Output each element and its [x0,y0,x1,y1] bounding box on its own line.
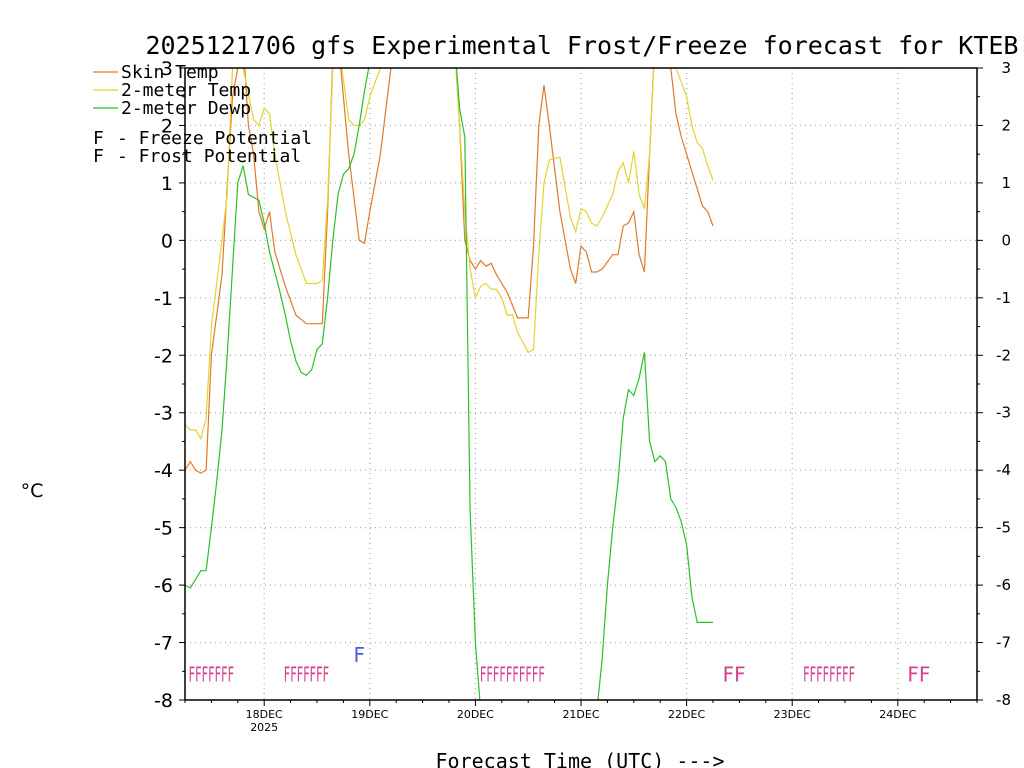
legend-freeze-label: - Freeze Potential [117,128,312,149]
y-tick-label: -3 [154,403,173,425]
freeze-flag: FFFFFFFFFF [480,662,545,686]
y-tick-label: 0 [161,230,173,252]
y-tick-label: 2 [161,115,173,137]
frost-flag: F [353,643,365,667]
y-tick-label-right: 0 [1001,231,1011,249]
series-lines [185,68,714,700]
axes: -8 -8 -7 -7 -6 -6 -5 -5 -4 -4 -3 -3 -2 -2 -1 -1 0 0 1 1 2 2 3 3… [154,58,1011,734]
y-tick-label: -8 [154,690,173,712]
freeze-flag: FFFFFFF [284,662,330,686]
y-tick-label: -4 [154,460,173,482]
y-tick-label-right: -2 [996,346,1011,364]
x-axis-label: Forecast Time (UTC) ---> [436,749,725,768]
y-tick-label-right: 3 [1001,59,1011,77]
series-line-2-meter-dewp [185,68,713,700]
y-tick-label-right: -8 [996,691,1011,709]
legend-frost-symbol: F [93,146,104,167]
y-tick-label-right: 1 [1001,174,1011,192]
grid-lines [185,68,977,700]
legend-label: 2-meter Temp [121,80,251,101]
y-tick-label-right: -7 [996,634,1011,652]
y-tick-label: 3 [161,58,173,80]
y-tick-label-right: -3 [996,404,1011,422]
y-tick-label-right: -1 [996,289,1011,307]
x-tick-label: 22DEC [668,708,705,721]
x-tick-sublabel: 2025 [250,721,278,734]
y-tick-label: -1 [154,288,173,310]
y-axis-label: °C [21,480,44,502]
x-tick-label: 21DEC [562,708,599,721]
y-tick-label-right: 2 [1001,116,1011,134]
freeze-flag: FF [907,662,930,686]
legend-frost-label: - Frost Potential [117,146,301,167]
y-tick-label: -2 [154,345,173,367]
y-tick-label-right: -6 [996,576,1011,594]
plot-frame [184,67,978,701]
freeze-flag: FFFFFFFF [803,662,855,686]
chart-title: 2025121706 gfs Experimental Frost/Freeze… [146,31,1019,60]
y-tick-label-right: -5 [996,519,1011,537]
x-tick-label: 23DEC [774,708,811,721]
legend-freeze-symbol: F [93,128,104,149]
y-tick-label: -7 [154,633,173,655]
legend-label: 2-meter Dewp [121,98,251,119]
series-line-skin-temp [185,68,714,474]
x-tick-label: 20DEC [457,708,494,721]
freeze-flag: FFFFFFF [189,662,235,686]
y-tick-label: -6 [154,575,173,597]
x-tick-label: 24DEC [879,708,916,721]
series-line-2-meter-temp [185,68,714,441]
y-tick-label: 1 [161,173,173,195]
y-tick-label-right: -4 [996,461,1011,479]
x-tick-label: 19DEC [351,708,388,721]
legend-label: Skin Temp [121,62,219,83]
y-tick-label: -5 [154,518,173,540]
frost-freeze-flags: FFFFFFF FFFFFFF FFFFFFFFFF FF FFFFFFFF FFF [189,643,931,686]
x-tick-label: 18DEC [246,708,283,721]
freeze-flag: FF [723,662,746,686]
